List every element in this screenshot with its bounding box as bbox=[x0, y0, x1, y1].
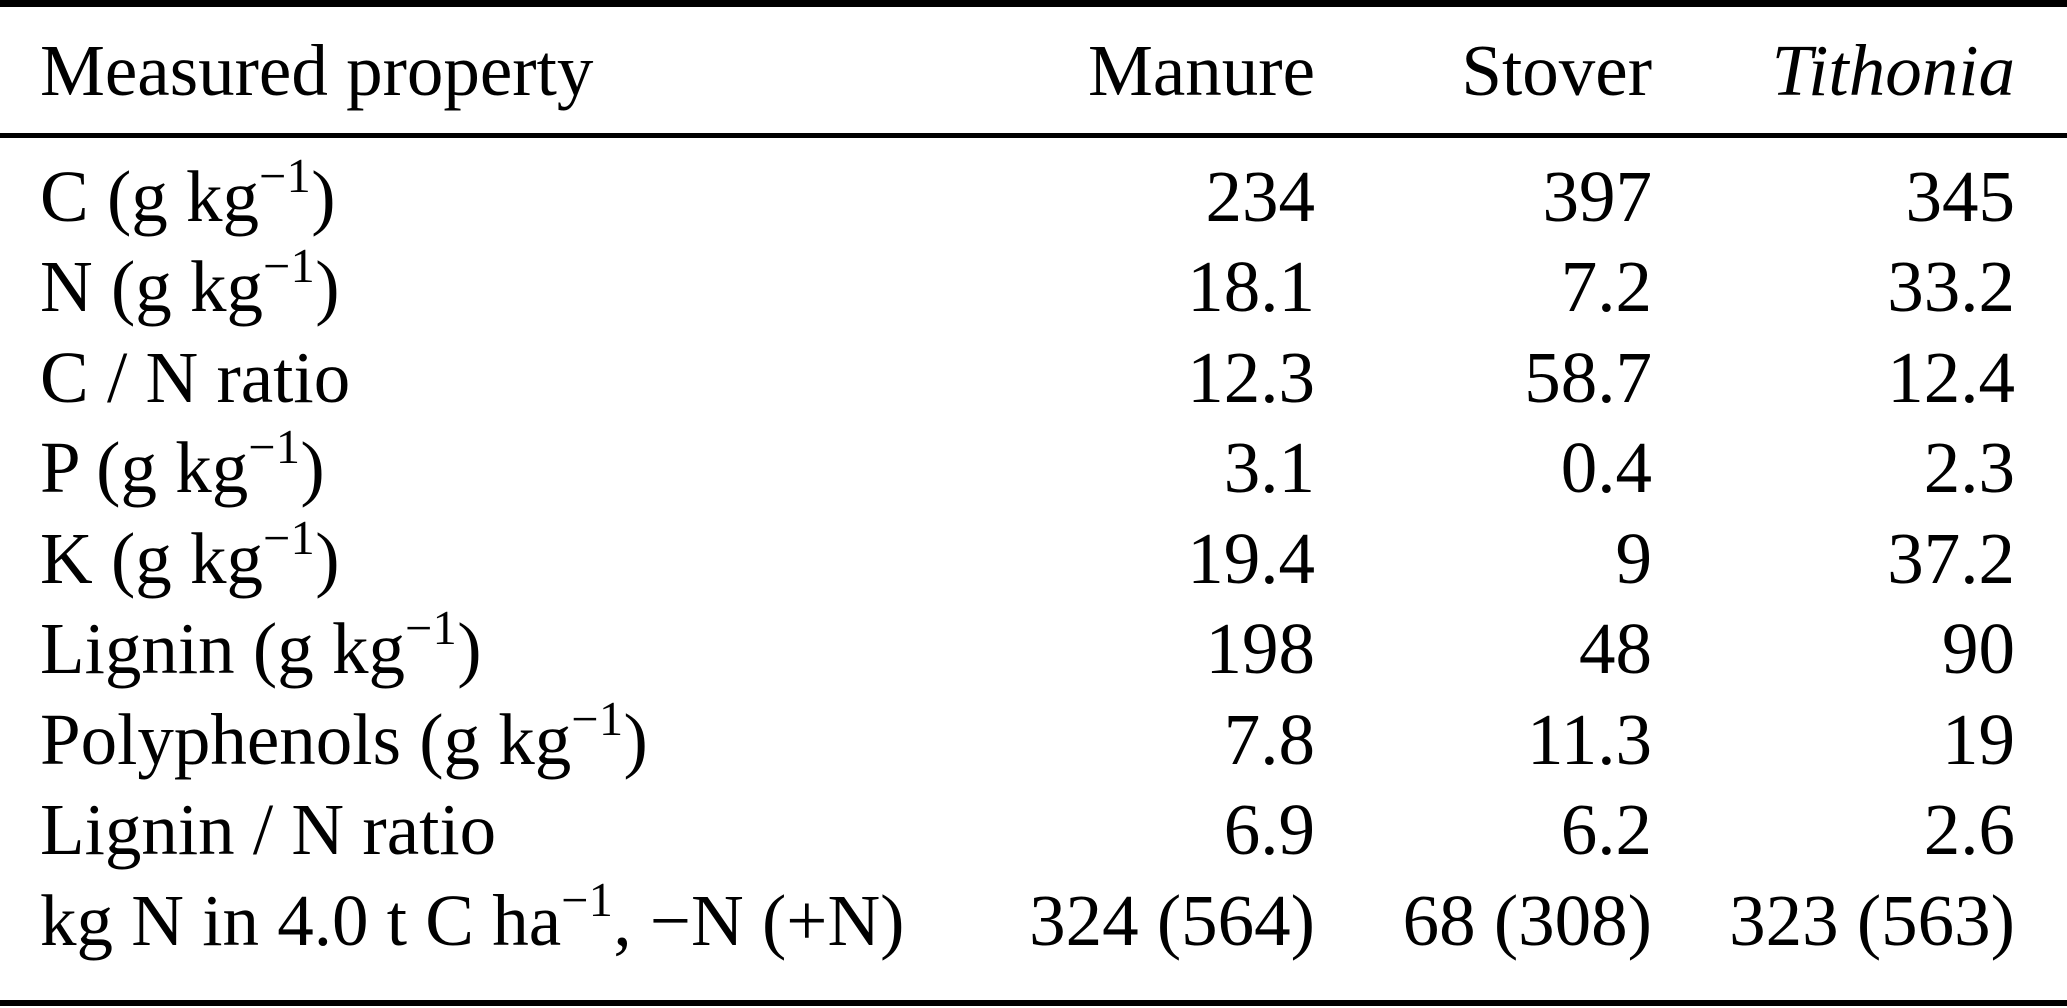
value-cell: 58.7 bbox=[1524, 336, 1652, 418]
value-cell: 0.4 bbox=[1560, 427, 1652, 509]
property-label-post: , −N (+N) bbox=[613, 879, 905, 961]
property-label: K (g kg bbox=[40, 517, 264, 599]
property-cell: kg N in 4.0 t C ha−1, −N (+N) bbox=[40, 876, 915, 957]
property-label: Lignin (g kg bbox=[40, 608, 405, 690]
column-header: Measured property bbox=[40, 29, 594, 111]
value-cell: 18.1 bbox=[1187, 246, 1315, 328]
table-row: Lignin / N ratio 6.9 6.2 2.6 bbox=[0, 785, 2067, 876]
value-cell: 2.3 bbox=[1923, 427, 2015, 509]
table-row: K (g kg−1) 19.4 9 37.2 bbox=[0, 513, 2067, 604]
value-cell: 324 (564) bbox=[1029, 879, 1315, 961]
column-header: Tithonia bbox=[1771, 29, 2015, 111]
property-label-post: ) bbox=[300, 427, 325, 509]
value-cell: 2.6 bbox=[1923, 789, 2015, 871]
value-cell: 12.4 bbox=[1887, 336, 2015, 418]
value-cell: 7.2 bbox=[1560, 246, 1652, 328]
superscript-exponent: −1 bbox=[561, 873, 614, 927]
table-row: kg N in 4.0 t C ha−1, −N (+N) 324 (564) 68… bbox=[0, 875, 2067, 966]
table-body: C (g kg−1) 234 397 345 N (g kg−1) 18.1 7.2 33.2… bbox=[0, 138, 2067, 1000]
value-cell: 7.8 bbox=[1223, 698, 1315, 780]
property-label: N (g kg bbox=[40, 246, 264, 328]
header-rule bbox=[0, 133, 2067, 138]
value-cell: 90 bbox=[1942, 608, 2015, 690]
property-cell: P (g kg−1) bbox=[40, 423, 915, 504]
value-cell: 68 (308) bbox=[1402, 879, 1652, 961]
superscript-exponent: −1 bbox=[263, 511, 316, 565]
value-cell: 323 (563) bbox=[1729, 879, 2015, 961]
property-cell: N (g kg−1) bbox=[40, 242, 915, 323]
value-cell: 234 bbox=[1205, 155, 1316, 237]
value-cell: 6.9 bbox=[1223, 789, 1315, 871]
property-label-post: ) bbox=[315, 246, 340, 328]
top-rule bbox=[0, 0, 2067, 7]
property-cell: C / N ratio bbox=[40, 341, 915, 414]
property-label-post: ) bbox=[457, 608, 482, 690]
value-cell: 19.4 bbox=[1187, 517, 1315, 599]
superscript-exponent: −1 bbox=[248, 421, 301, 475]
value-cell: 9 bbox=[1615, 517, 1653, 599]
value-cell: 37.2 bbox=[1887, 517, 2015, 599]
superscript-exponent: −1 bbox=[404, 602, 458, 656]
property-label: C / N ratio bbox=[40, 336, 351, 418]
bottom-rule bbox=[0, 1000, 2067, 1006]
value-cell: 198 bbox=[1205, 608, 1316, 690]
value-cell: 345 bbox=[1905, 155, 2016, 237]
property-label-post: ) bbox=[311, 155, 336, 237]
table-row: N (g kg−1) 18.1 7.2 33.2 bbox=[0, 242, 2067, 333]
property-label-post: ) bbox=[315, 517, 340, 599]
property-label: Polyphenols (g kg bbox=[40, 698, 572, 780]
property-cell: K (g kg−1) bbox=[40, 514, 915, 595]
table-header-row: Measured property Manure Stover Tithonia bbox=[0, 7, 2067, 133]
table-row: Lignin (g kg−1) 198 48 90 bbox=[0, 604, 2067, 695]
column-header: Manure bbox=[1087, 29, 1315, 111]
table-row: C / N ratio 12.3 58.7 12.4 bbox=[0, 332, 2067, 423]
value-cell: 11.3 bbox=[1526, 698, 1652, 780]
value-cell: 6.2 bbox=[1560, 789, 1652, 871]
value-cell: 33.2 bbox=[1887, 246, 2015, 328]
column-header: Stover bbox=[1461, 29, 1652, 111]
superscript-exponent: −1 bbox=[263, 240, 316, 294]
value-cell: 19 bbox=[1942, 698, 2015, 780]
value-cell: 3.1 bbox=[1223, 427, 1315, 509]
property-label: kg N in 4.0 t C ha bbox=[40, 879, 562, 961]
property-cell: Lignin / N ratio bbox=[40, 793, 915, 866]
property-label: C (g kg bbox=[40, 155, 259, 237]
table-row: P (g kg−1) 3.1 0.4 2.3 bbox=[0, 423, 2067, 514]
property-cell: C (g kg−1) bbox=[40, 152, 915, 233]
property-label-post: ) bbox=[623, 698, 648, 780]
value-cell: 12.3 bbox=[1187, 336, 1315, 418]
table-row: C (g kg−1) 234 397 345 bbox=[0, 151, 2067, 242]
value-cell: 48 bbox=[1579, 608, 1652, 690]
table-row: Polyphenols (g kg−1) 7.8 11.3 19 bbox=[0, 694, 2067, 785]
superscript-exponent: −1 bbox=[571, 692, 624, 746]
value-cell: 397 bbox=[1542, 155, 1653, 237]
superscript-exponent: −1 bbox=[259, 149, 312, 203]
property-cell: Lignin (g kg−1) bbox=[40, 604, 915, 685]
property-label: P (g kg bbox=[40, 427, 249, 509]
property-cell: Polyphenols (g kg−1) bbox=[40, 695, 915, 776]
property-label: Lignin / N ratio bbox=[40, 789, 497, 871]
